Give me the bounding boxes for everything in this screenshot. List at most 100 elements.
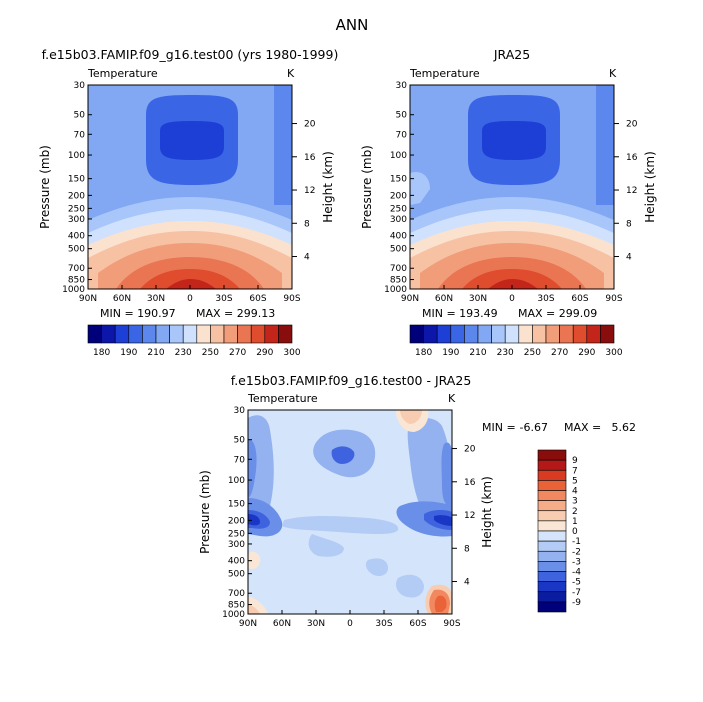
height-tick-label: 20 [304, 120, 316, 130]
colorbar-label: 270 [551, 348, 568, 358]
height-tick-label: 4 [304, 253, 310, 263]
colorbar-swatch [142, 324, 157, 344]
colorbar-swatch [586, 324, 601, 344]
pressure-tick-label: 250 [68, 204, 85, 214]
pressure-tick-label: 200 [68, 191, 85, 201]
height-tick-label: 12 [304, 186, 315, 196]
panel-difference-max-label: MAX = [564, 421, 601, 434]
pressure-tick-label: 30 [234, 406, 246, 416]
colorbar-label: 5 [572, 476, 578, 486]
height-tick-label: 20 [626, 120, 638, 130]
colorbar-swatch [537, 510, 567, 522]
panel-reference-field [410, 85, 614, 289]
colorbar-swatch [423, 324, 438, 344]
latitude-tick-label: 60N [273, 619, 291, 629]
latitude-tick-label: 30S [375, 619, 392, 629]
colorbar-swatch [537, 561, 567, 572]
colorbar-swatch [600, 324, 615, 344]
height-tick-label: 16 [304, 153, 316, 163]
panel-difference-ylabel: Pressure (mb) [198, 470, 212, 554]
colorbar-swatch [537, 530, 567, 542]
panel-model-ylabel: Pressure (mb) [38, 145, 52, 229]
panel-difference-max-value: 5.62 [612, 421, 637, 434]
pressure-tick-label: 50 [74, 111, 86, 121]
colorbar-label: 270 [229, 348, 246, 358]
colorbar-label: 1 [572, 517, 578, 527]
pressure-tick-label: 850 [228, 601, 245, 611]
colorbar-label: 300 [605, 348, 622, 358]
height-tick-label: 4 [626, 253, 632, 263]
pressure-tick-label: 500 [68, 245, 85, 255]
colorbar-label: 250 [202, 348, 219, 358]
panel-reference: JRA25 Temperature K 30507010015020025030… [360, 47, 657, 358]
panel-model-units: K [287, 67, 295, 80]
colorbar-label: 180 [93, 348, 110, 358]
panel-reference-units: K [609, 67, 617, 80]
height-tick-label: 12 [464, 511, 475, 521]
colorbar-swatch [537, 490, 567, 501]
panel-model: f.e15b03.FAMIP.f09_g16.test00 (yrs 1980-… [38, 47, 338, 358]
pressure-tick-label: 400 [228, 557, 245, 567]
panel-model-variable: Temperature [87, 67, 158, 80]
colorbar-swatch [464, 324, 479, 344]
panel-reference-ylabel: Pressure (mb) [360, 145, 374, 229]
pressure-tick-label: 700 [228, 589, 245, 599]
pressure-tick-label: 1000 [384, 285, 407, 295]
pressure-tick-label: 850 [390, 276, 407, 286]
panel-model-colorbar: 180 190 210 230 250 270 290 300 [87, 324, 301, 358]
colorbar-swatch [559, 324, 574, 344]
colorbar-swatch [491, 324, 506, 344]
colorbar-label: -7 [572, 588, 581, 598]
panel-difference-min-label: MIN = [482, 421, 516, 434]
colorbar-swatch [250, 324, 266, 344]
panel-reference-min: MIN = 193.49 [422, 307, 498, 320]
colorbar-swatch [278, 324, 293, 344]
colorbar-swatch [223, 324, 238, 344]
colorbar-label: 300 [283, 348, 300, 358]
colorbar-swatch [114, 324, 130, 344]
pressure-tick-label: 300 [390, 215, 407, 225]
colorbar-swatch [537, 550, 567, 562]
latitude-tick-label: 90N [79, 294, 97, 304]
colorbar-swatch [537, 520, 567, 532]
colorbar-swatch [182, 324, 198, 344]
pressure-tick-label: 200 [228, 516, 245, 526]
panel-model-max: MAX = 299.13 [196, 307, 275, 320]
latitude-tick-label: 60S [409, 619, 426, 629]
colorbar-swatch [537, 571, 567, 582]
panel-model-ylabel-right: Height (km) [321, 151, 335, 222]
colorbar-swatch [518, 324, 533, 344]
colorbar-swatch [196, 324, 211, 344]
colorbar-label: 190 [120, 348, 137, 358]
latitude-tick-label: 0 [509, 294, 515, 304]
height-tick-label: 8 [304, 219, 310, 229]
panel-difference-units: K [448, 392, 456, 405]
colorbar-swatch [436, 324, 452, 344]
latitude-tick-label: 30N [307, 619, 325, 629]
colorbar-swatch [87, 324, 102, 344]
pressure-tick-label: 150 [68, 175, 85, 185]
pressure-tick-label: 30 [396, 81, 408, 91]
colorbar-swatch [155, 324, 170, 344]
panel-difference-variable: Temperature [247, 392, 318, 405]
colorbar-label: 3 [572, 497, 578, 507]
pressure-tick-label: 150 [390, 175, 407, 185]
colorbar-swatch [537, 480, 567, 491]
colorbar-swatch [545, 324, 560, 344]
colorbar-label: 210 [147, 348, 164, 358]
pressure-tick-label: 700 [390, 264, 407, 274]
colorbar-label: 180 [415, 348, 432, 358]
panel-model-field [88, 85, 292, 289]
height-tick-label: 12 [626, 186, 637, 196]
colorbar-label: -5 [572, 578, 581, 588]
colorbar-label: -4 [572, 568, 581, 578]
panel-reference-title: JRA25 [493, 47, 530, 62]
pressure-tick-label: 1000 [62, 285, 85, 295]
height-tick-label: 16 [626, 153, 638, 163]
pressure-tick-label: 500 [228, 570, 245, 580]
panel-reference-variable: Temperature [409, 67, 480, 80]
latitude-tick-label: 90S [605, 294, 622, 304]
panel-reference-ylabel-right: Height (km) [643, 151, 657, 222]
colorbar-swatch [537, 581, 567, 593]
pressure-tick-label: 50 [234, 436, 246, 446]
